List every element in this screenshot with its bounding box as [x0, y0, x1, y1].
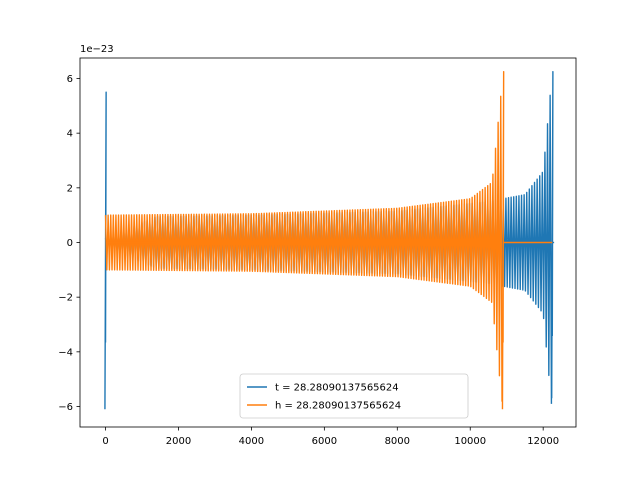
y-tick-label: 2: [67, 183, 73, 194]
y-offset-label: 1e−23: [80, 44, 114, 55]
x-tick-label: 2000: [166, 436, 191, 447]
series-1-segment-0: [104, 95, 503, 402]
legend-entry-label: h = 28.28090137565624: [275, 401, 401, 412]
series-0-segment-2: [550, 70, 554, 399]
x-tick-label: 0: [102, 436, 108, 447]
legend-entry-label: t = 28.28090137565624: [275, 383, 399, 394]
y-tick-label: 0: [67, 238, 73, 249]
legend-box: [239, 373, 469, 419]
y-tick-label: 4: [67, 129, 73, 140]
y-tick-label: 6: [67, 74, 73, 85]
series-1: [104, 70, 553, 410]
y-axis: −6 −4 −2 0 2 4 6: [58, 74, 80, 413]
y-tick-label: −4: [58, 347, 73, 358]
x-tick-label: 12000: [527, 436, 559, 447]
x-tick-label: 10000: [454, 436, 486, 447]
x-tick-label: 6000: [312, 436, 337, 447]
x-tick-label: 8000: [385, 436, 410, 447]
x-tick-label: 4000: [239, 436, 264, 447]
series-0-segment-0: [104, 91, 107, 410]
legend: t = 28.28090137565624 h = 28.280901375656…: [239, 373, 469, 419]
series-1-segment-1: [501, 70, 505, 410]
y-tick-label: −2: [58, 293, 73, 304]
plot-area: [104, 70, 555, 410]
x-axis: 0 2000 4000 6000 8000 10000 12000: [102, 427, 559, 447]
y-tick-label: −6: [58, 402, 73, 413]
